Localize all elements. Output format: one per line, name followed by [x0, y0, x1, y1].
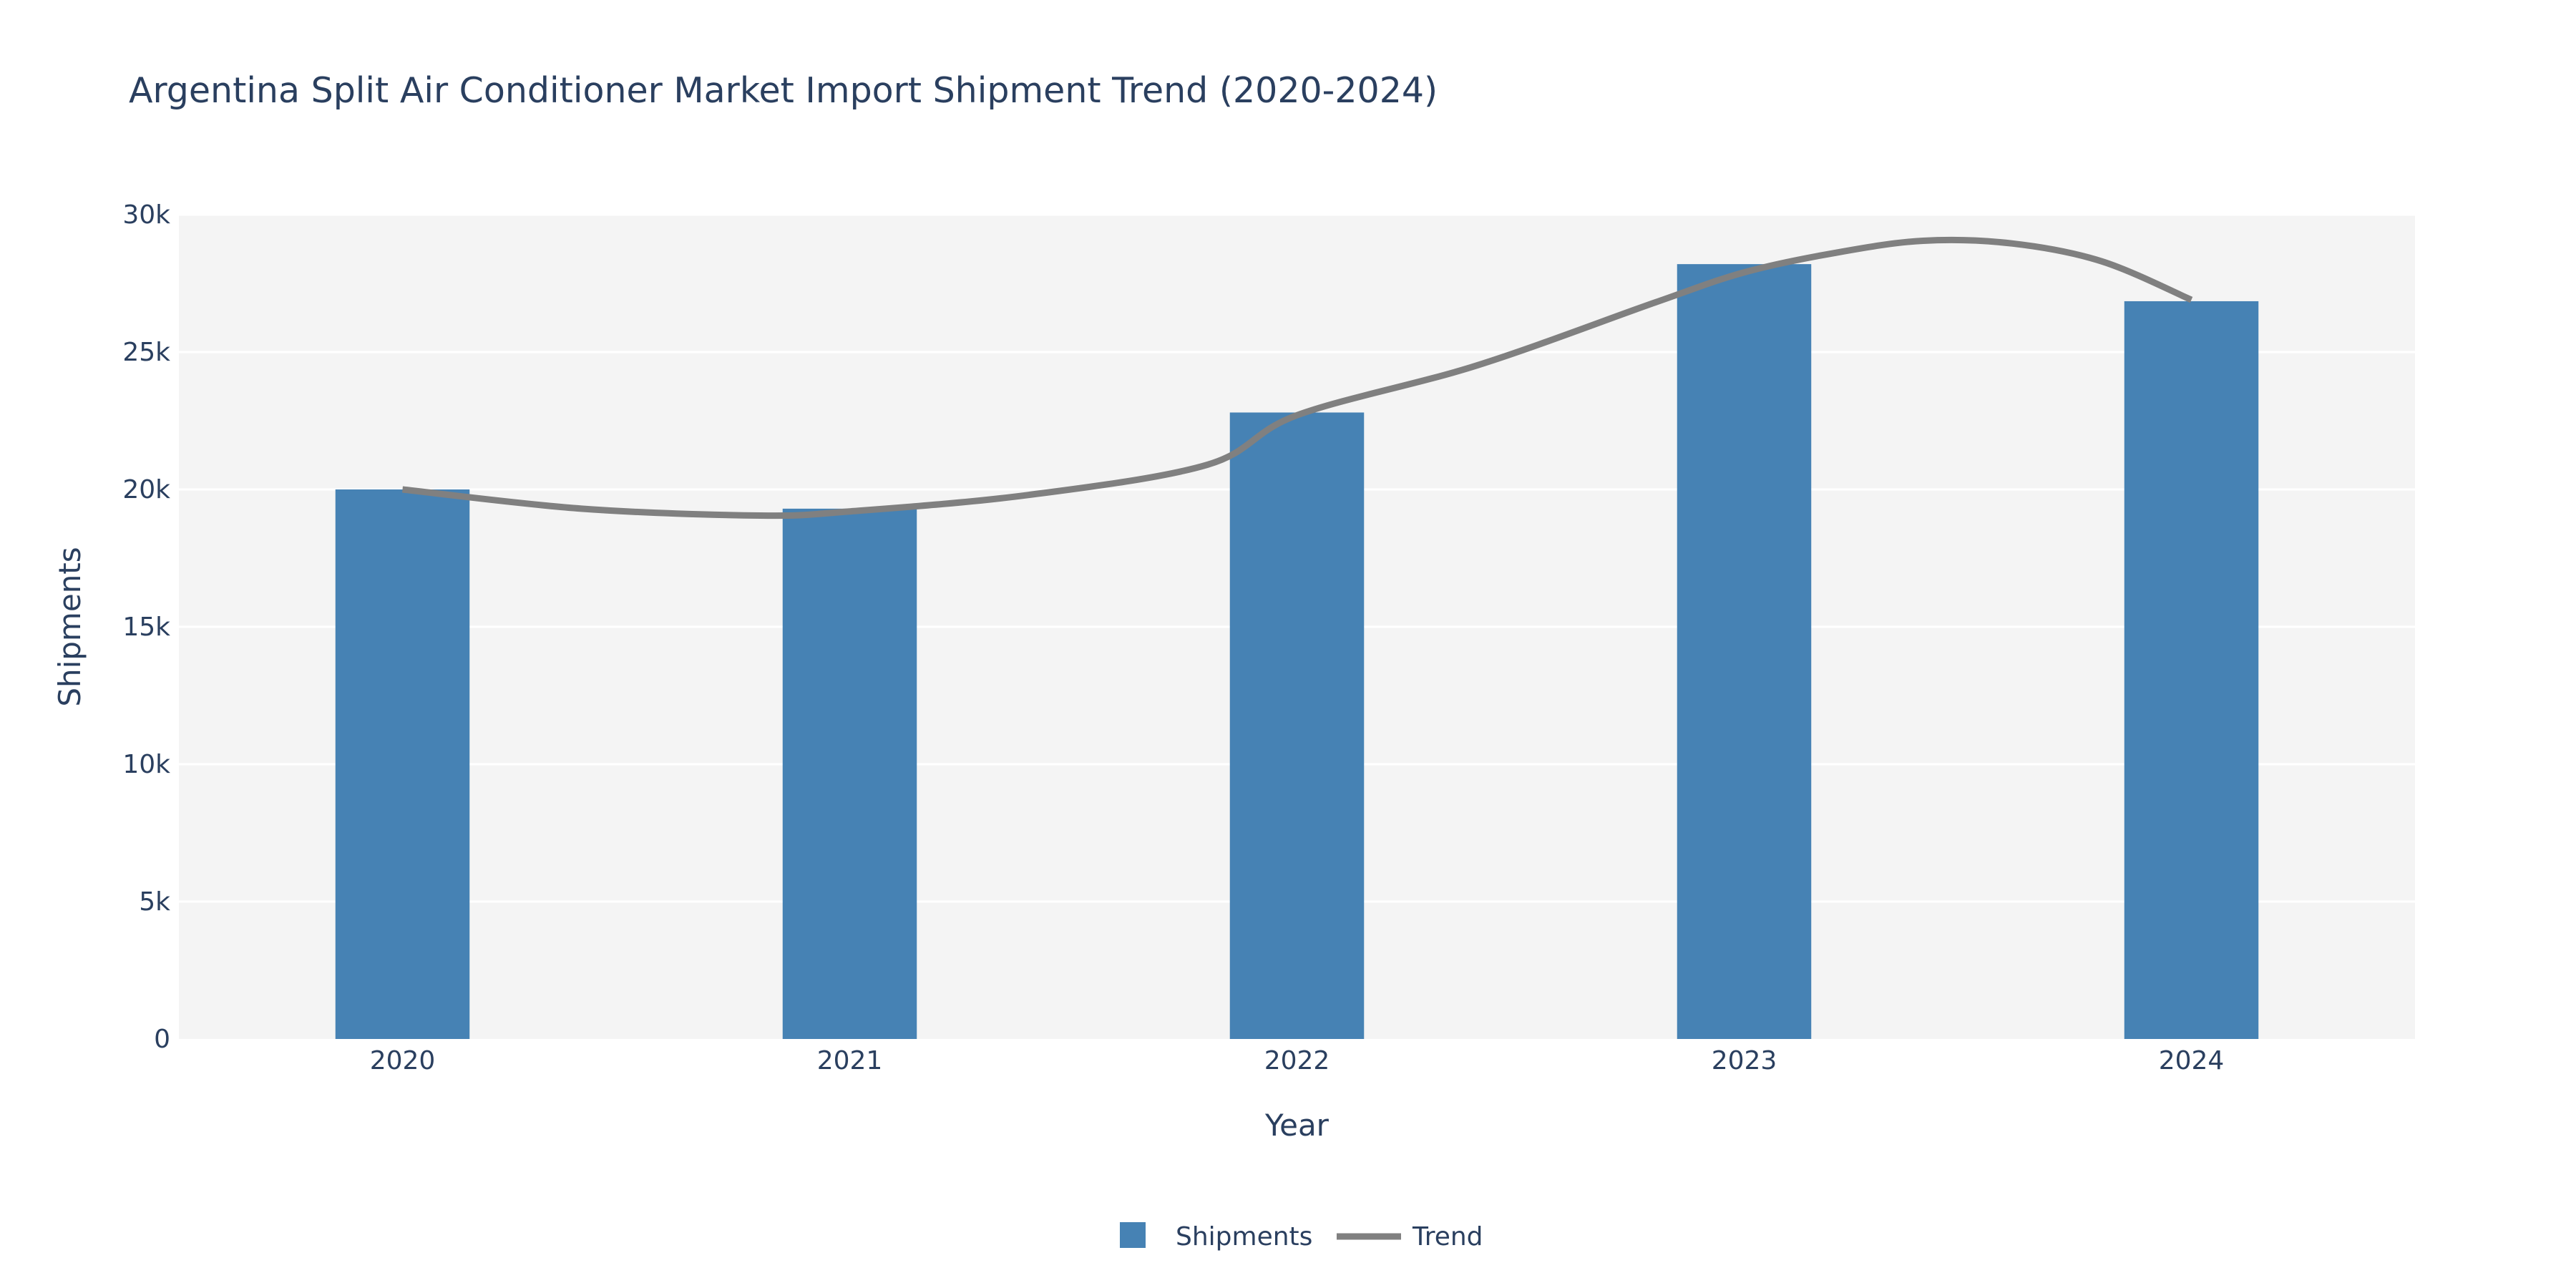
x-tick-label: 2024 — [2159, 1046, 2225, 1075]
bar — [335, 489, 470, 1039]
y-axis: 0 5k 10k 15k 20k 25k 30k — [122, 200, 170, 1054]
y-tick-label: 0 — [154, 1025, 170, 1054]
trend-series — [402, 236, 2193, 519]
legend-label-trend: Trend — [1412, 1222, 1483, 1252]
y-tick-label: 30k — [122, 200, 170, 230]
x-axis: 2020 2021 2022 2023 2024 — [370, 1046, 2225, 1075]
x-axis-title: Year — [1264, 1108, 1330, 1143]
x-tick-label: 2022 — [1264, 1046, 1330, 1075]
legend-label-shipments: Shipments — [1176, 1222, 1312, 1252]
bar — [2124, 301, 2259, 1040]
x-tick-label: 2020 — [370, 1046, 436, 1075]
bar — [1677, 264, 1812, 1039]
bar — [1229, 412, 1365, 1039]
legend-item-shipments[interactable]: Shipments — [1120, 1222, 1312, 1252]
x-tick-label: 2021 — [817, 1046, 883, 1075]
y-tick-label: 10k — [122, 750, 170, 779]
bar — [782, 508, 917, 1039]
chart-title: Argentina Split Air Conditioner Market I… — [129, 70, 1438, 111]
y-tick-label: 5k — [139, 887, 170, 917]
bar-series — [335, 264, 2259, 1040]
legend-swatch-shipments — [1120, 1222, 1146, 1248]
y-tick-label: 20k — [122, 475, 170, 504]
legend-item-trend[interactable]: Trend — [1337, 1222, 1483, 1252]
legend[interactable]: Shipments Trend — [1120, 1222, 1483, 1252]
y-axis-title: Shipments — [52, 547, 87, 706]
y-tick-label: 15k — [122, 613, 170, 642]
y-tick-label: 25k — [122, 338, 170, 367]
x-tick-label: 2023 — [1712, 1046, 1777, 1075]
trend-line — [402, 236, 2193, 519]
